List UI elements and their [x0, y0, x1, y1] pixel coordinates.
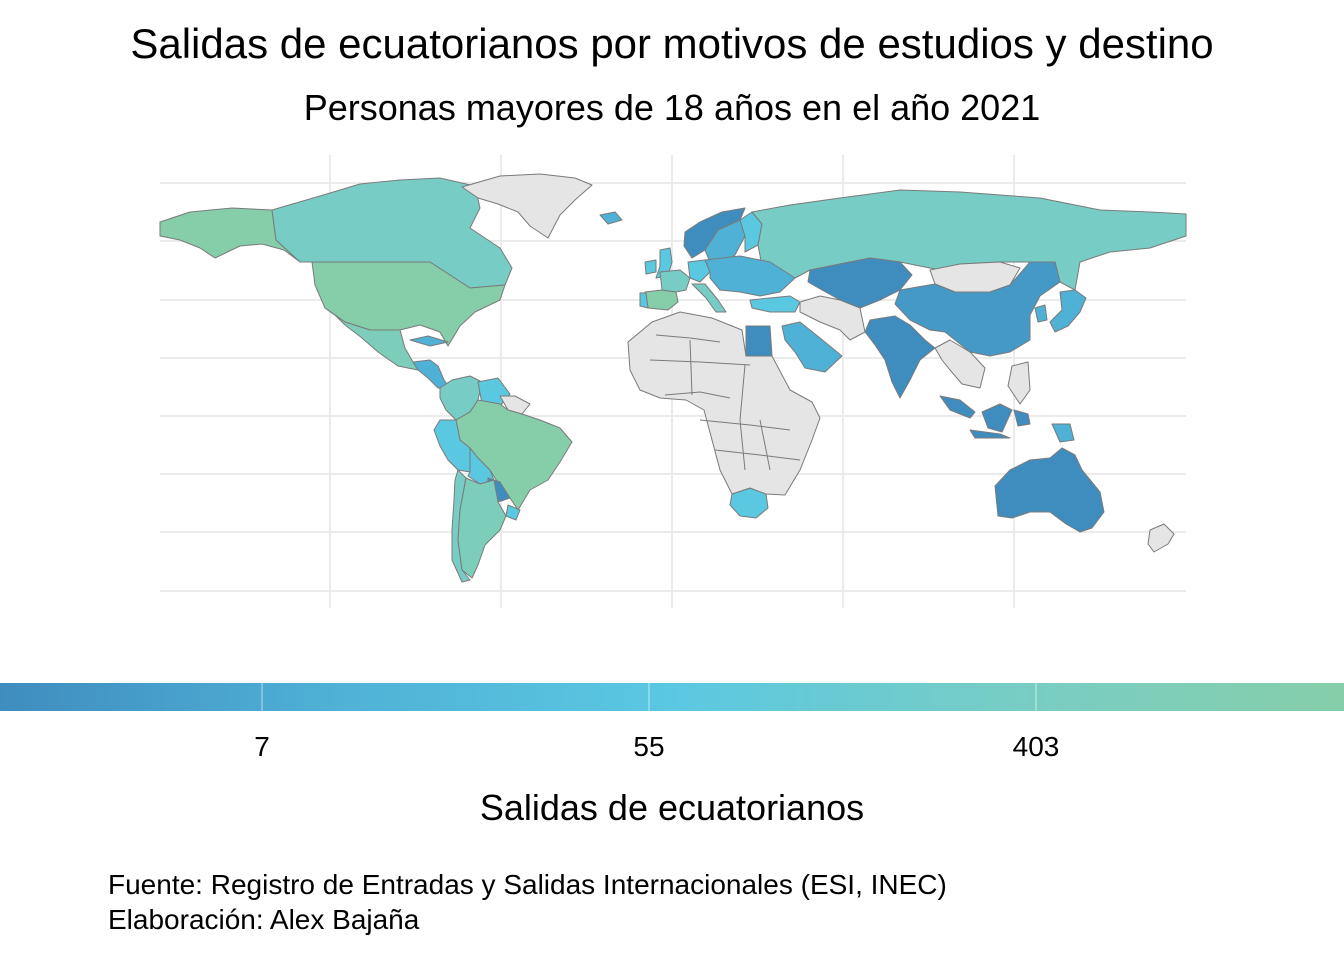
region-india: [864, 315, 936, 399]
legend-title: Salidas de ecuatorianos: [479, 787, 865, 828]
map-title: Salidas de ecuatorianos por motivos de e…: [130, 20, 1214, 67]
region-japan: [1049, 289, 1087, 333]
region-middle-east-sin-datos: [799, 295, 866, 341]
region-africa-sin-datos: [627, 311, 821, 496]
legend-colorbar: [0, 683, 1344, 711]
region-new-zealand: [1147, 523, 1175, 553]
source-caption: Fuente: Registro de Entradas y Salidas I…: [108, 869, 947, 900]
region-portugal: [639, 292, 649, 309]
region-cuba: [409, 335, 449, 347]
legend-tick-label: 55: [633, 731, 665, 762]
region-italy: [691, 283, 727, 313]
region-iceland: [599, 211, 623, 225]
region-papua-new-guinea: [1051, 423, 1075, 443]
region-guyanas: [499, 395, 531, 415]
region-eastern-europe: [704, 255, 796, 297]
region-philippines: [1007, 361, 1031, 405]
region-argentina: [457, 477, 507, 579]
region-saudi-arabia: [781, 321, 843, 373]
country-outline-lines: [649, 334, 801, 471]
author-caption: Elaboración: Alex Bajaña: [108, 904, 420, 935]
region-australia: [994, 447, 1105, 533]
region-egypt: [745, 325, 773, 357]
region-germany: [687, 259, 711, 283]
region-spain: [644, 289, 679, 311]
world-choropleth-map: [159, 155, 1187, 608]
legend-tick-label: 7: [254, 731, 270, 762]
legend-tick-label: 403: [1012, 731, 1060, 762]
region-southeast-asia-sin-datos: [934, 339, 986, 389]
region-turkey: [749, 295, 801, 313]
region-alaska-usa: [159, 207, 301, 263]
region-france: [659, 269, 691, 293]
map-subtitle: Personas mayores de 18 años en el año 20…: [303, 87, 1041, 128]
region-central-america: [412, 359, 451, 389]
region-greenland: [461, 173, 593, 239]
region-ireland: [644, 259, 657, 275]
region-uruguay: [505, 504, 521, 521]
region-south-korea: [1034, 304, 1048, 323]
region-china: [894, 261, 1061, 357]
region-indonesia: [939, 395, 1031, 439]
